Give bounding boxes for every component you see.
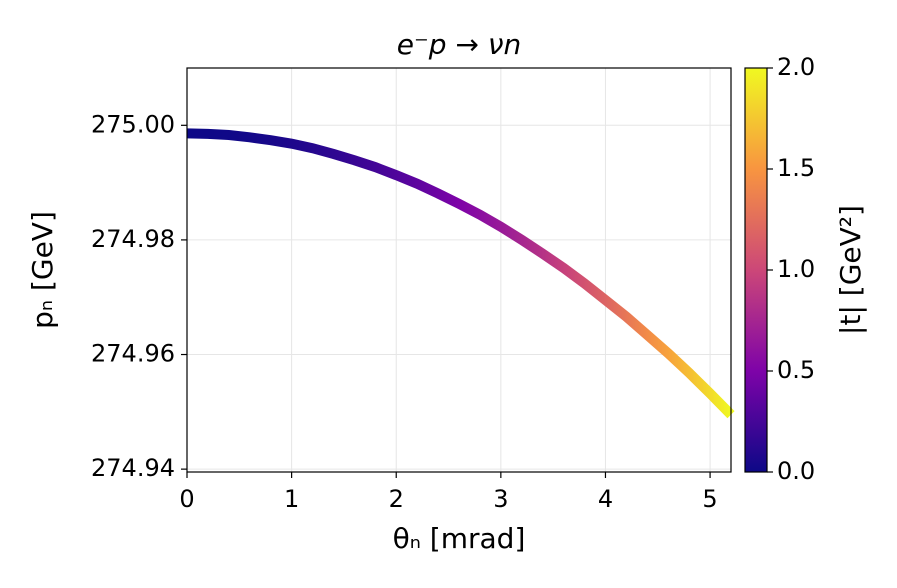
- x-tick-label: 5: [702, 485, 717, 513]
- colorbar-tick-label: 2.0: [777, 53, 815, 81]
- x-axis-label: θₙ [mrad]: [393, 522, 526, 555]
- colorbar-tick-label: 0.5: [777, 356, 815, 384]
- y-tick-label: 274.94: [91, 454, 175, 482]
- colorbar: [744, 67, 768, 473]
- x-tick-label: 0: [179, 485, 194, 513]
- y-tick-label: 274.96: [91, 340, 175, 368]
- x-tick-label: 1: [284, 485, 299, 513]
- colorbar-label: |t| [GeV²]: [834, 205, 867, 335]
- x-tick-label: 4: [598, 485, 613, 513]
- y-tick-label: 275.00: [91, 110, 175, 138]
- y-tick-label: 274.98: [91, 225, 175, 253]
- plot-frame: [186, 67, 732, 473]
- chart-title: e⁻p → νn: [397, 28, 521, 61]
- data-curve: [186, 128, 735, 419]
- colorbar-tick-label: 1.0: [777, 255, 815, 283]
- x-tick-label: 2: [389, 485, 404, 513]
- x-tick-label: 3: [493, 485, 508, 513]
- colorbar-tick-label: 1.5: [777, 154, 815, 182]
- y-axis-label: pₙ [GeV]: [26, 211, 59, 329]
- colorbar-tick-label: 0.0: [777, 457, 815, 485]
